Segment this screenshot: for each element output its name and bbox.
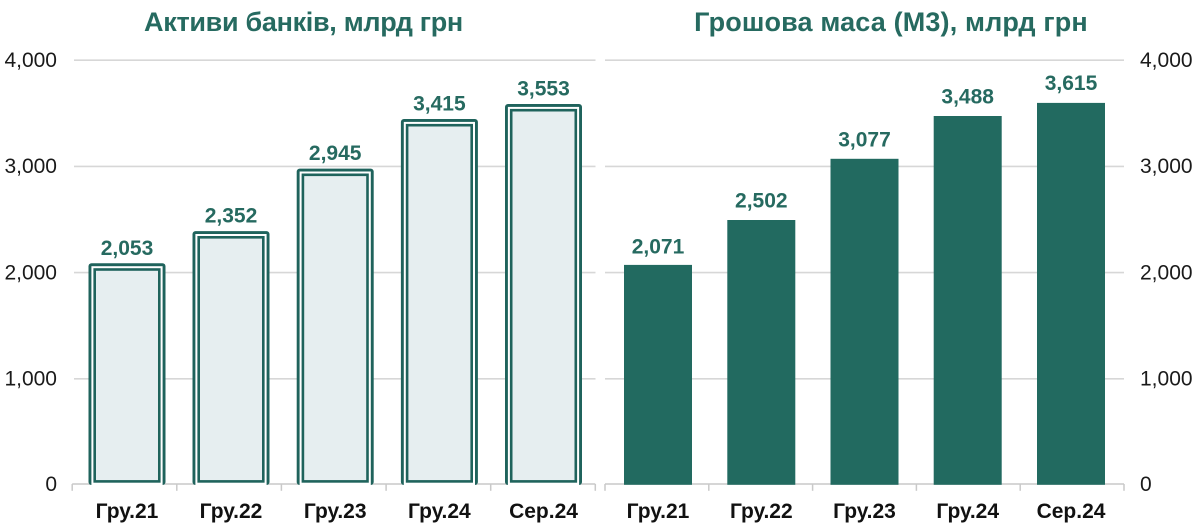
svg-text:3,488: 3,488 [941, 85, 994, 108]
svg-text:2,945: 2,945 [309, 142, 362, 165]
svg-text:3,415: 3,415 [413, 93, 466, 116]
svg-text:3,000: 3,000 [4, 155, 57, 178]
svg-text:2,352: 2,352 [205, 205, 258, 228]
svg-text:Гру.21: Гру.21 [96, 500, 159, 523]
svg-text:Гру.23: Гру.23 [304, 500, 367, 523]
svg-text:Сер.24: Сер.24 [1037, 500, 1106, 523]
svg-text:0: 0 [45, 473, 57, 496]
svg-text:3,000: 3,000 [1140, 155, 1193, 178]
svg-text:4,000: 4,000 [4, 49, 57, 72]
svg-text:0: 0 [1140, 473, 1152, 496]
svg-text:2,053: 2,053 [101, 237, 154, 260]
svg-text:3,077: 3,077 [838, 129, 891, 152]
svg-text:2,071: 2,071 [632, 236, 685, 259]
svg-text:Гру.22: Гру.22 [730, 500, 793, 523]
svg-text:Гру.23: Гру.23 [833, 500, 896, 523]
svg-text:Грошова маса (М3), млрд грн: Грошова маса (М3), млрд грн [694, 7, 1088, 37]
svg-text:Гру.22: Гру.22 [200, 500, 263, 523]
svg-text:Сер.24: Сер.24 [509, 500, 578, 523]
svg-text:1,000: 1,000 [4, 368, 57, 391]
svg-text:2,502: 2,502 [735, 190, 788, 213]
svg-text:2,000: 2,000 [1140, 261, 1193, 284]
svg-text:Активи банків, млрд грн: Активи банків, млрд грн [144, 7, 463, 37]
svg-text:Гру.24: Гру.24 [936, 500, 999, 523]
svg-text:3,553: 3,553 [517, 78, 570, 101]
svg-text:4,000: 4,000 [1140, 49, 1193, 72]
svg-text:1,000: 1,000 [1140, 368, 1193, 391]
svg-text:2,000: 2,000 [4, 261, 57, 284]
svg-text:3,615: 3,615 [1045, 72, 1098, 95]
svg-text:Гру.21: Гру.21 [627, 500, 690, 523]
svg-text:Гру.24: Гру.24 [408, 500, 471, 523]
